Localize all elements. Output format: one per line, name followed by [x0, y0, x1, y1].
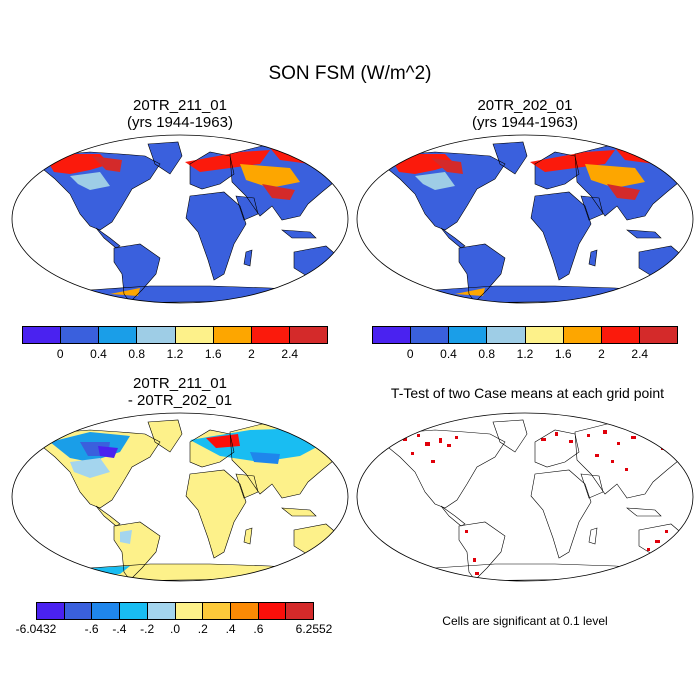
colorbar-swatch [601, 327, 640, 343]
colorbar-swatch [258, 603, 287, 619]
colorbar-swatch [213, 327, 252, 343]
globe-outline [11, 134, 349, 304]
colorbar-top-right [372, 326, 678, 344]
colorbar-swatch [639, 327, 677, 343]
colorbar-tick-label: .6 [253, 622, 264, 636]
colorbar-tick-label: 0.4 [440, 347, 457, 361]
colorbar-swatch [411, 327, 450, 343]
colorbar-tick-label: 2 [248, 347, 255, 361]
figure-title: SON FSM (W/m^2) [268, 63, 432, 84]
panel-title-top-right: 20TR_202_01 (yrs 1944-1963) [405, 97, 645, 131]
colorbar-tick-label: 6.2552 [295, 622, 333, 636]
colorbar-swatch [286, 603, 314, 619]
panel-title-line1: 20TR_211_01 [133, 97, 227, 114]
colorbar-tick-label: .4 [225, 622, 236, 636]
globe-outline [356, 134, 694, 304]
colorbar-swatch [61, 327, 100, 343]
panel-title-top-left: 20TR_211_01 (yrs 1944-1963) [60, 97, 300, 131]
globe-outline [11, 412, 349, 582]
colorbar-tick-label: -.6 [84, 622, 99, 636]
colorbar-tick-label: 0 [56, 347, 64, 361]
colorbar-tick-label: -6.0432 [15, 622, 57, 636]
significance-note: Cells are significant at 0.1 level [442, 614, 608, 628]
colorbar-swatch [137, 327, 176, 343]
colorbar-tick-label: 2.4 [631, 347, 649, 361]
colorbar-tick-label: 1.6 [204, 347, 222, 361]
map-bottom-right [356, 412, 694, 582]
colorbar-tick-label: 2 [598, 347, 605, 361]
colorbar-swatch [23, 327, 62, 343]
colorbar-tick-label: .2 [197, 622, 208, 636]
colorbar-tick-label: 1.2 [166, 347, 184, 361]
colorbar-swatch [99, 327, 138, 343]
colorbar-swatch [289, 327, 327, 343]
colorbar-swatch [230, 603, 259, 619]
panel-title-bottom-left: 20TR_211_01 - 20TR_202_01 [60, 375, 300, 409]
colorbar-labels-top-left: 0 0.4 0.8 1.2 1.6 2 2.4 [22, 347, 328, 363]
colorbar-labels-top-right: 0 0.4 0.8 1.2 1.6 2 2.4 [372, 347, 678, 363]
colorbar-labels-bottom-left: -6.0432 -.6 -.4 -.2 .0 .2 .4 .6 6.2552 [16, 622, 333, 638]
colorbar-swatch [487, 327, 526, 343]
colorbar-tick-label: 1.6 [554, 347, 572, 361]
colorbar-tick-label: .0 [169, 622, 181, 636]
map-top-right [356, 134, 694, 304]
colorbar-top-left [22, 326, 328, 344]
panel-title-bottom-right: T-Test of two Case means at each grid po… [390, 385, 665, 401]
colorbar-swatch [203, 603, 231, 619]
colorbar-tick-label: -.2 [140, 622, 155, 636]
colorbar-swatch [120, 603, 148, 619]
colorbar-swatch [251, 327, 290, 343]
map-bottom-left [11, 412, 349, 582]
colorbar-swatch [563, 327, 602, 343]
colorbar-swatch [373, 327, 412, 343]
colorbar-swatch [64, 603, 93, 619]
colorbar-swatch [525, 327, 564, 343]
colorbar-tick-label: 0.4 [90, 347, 107, 361]
panel-title-line2: (yrs 1944-1963) [472, 114, 578, 131]
colorbar-tick-label: 1.2 [516, 347, 534, 361]
colorbar-tick-label: 2.4 [281, 347, 299, 361]
colorbar-tick-label: -.4 [112, 622, 127, 636]
colorbar-tick-label: 0.8 [478, 347, 496, 361]
map-top-left [11, 134, 349, 304]
colorbar-swatch [175, 603, 204, 619]
panel-title-line2: - 20TR_202_01 [127, 392, 233, 409]
colorbar-swatch [37, 603, 65, 619]
colorbar-swatch [147, 603, 176, 619]
colorbar-tick-label: 0.8 [128, 347, 146, 361]
colorbar-swatch [449, 327, 488, 343]
colorbar-tick-label: 0 [406, 347, 414, 361]
colorbar-swatch [175, 327, 214, 343]
panel-title-line1: 20TR_211_01 [133, 375, 227, 392]
panel-title-line2: (yrs 1944-1963) [127, 114, 233, 131]
globe-outline [356, 412, 694, 582]
colorbar-bottom-left [36, 602, 314, 620]
panel-title-line1: 20TR_202_01 [477, 97, 573, 114]
colorbar-swatch [92, 603, 121, 619]
